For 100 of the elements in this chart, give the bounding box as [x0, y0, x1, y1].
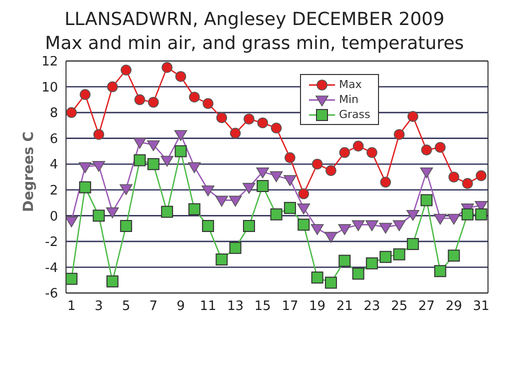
point: [120, 220, 132, 232]
y-tick-label: 4: [50, 158, 58, 173]
y-tick-label: -6: [45, 286, 58, 302]
point: [352, 268, 364, 280]
point: [448, 250, 460, 262]
x-tick-label: 19: [309, 299, 326, 314]
point: [175, 71, 186, 82]
point: [284, 152, 296, 164]
y-axis-title: Degrees C: [20, 131, 37, 212]
point: [406, 238, 419, 250]
point: [134, 94, 146, 106]
point: [162, 62, 172, 73]
x-tick-label: 17: [282, 299, 298, 314]
point: [284, 175, 296, 186]
point: [257, 117, 268, 128]
point: [475, 208, 488, 220]
point: [476, 170, 487, 182]
point: [230, 128, 241, 139]
point: [311, 272, 324, 284]
point: [106, 275, 118, 288]
point: [120, 184, 132, 195]
point: [380, 250, 392, 263]
x-tick-label: 1: [67, 299, 76, 314]
point: [434, 265, 446, 278]
x-tick-label: 29: [446, 299, 462, 314]
x-tick-label: 15: [254, 299, 271, 314]
point: [202, 185, 214, 196]
point: [216, 112, 228, 124]
x-tick-label: 3: [94, 299, 103, 314]
chart-title: LLANSADWRN, Anglesey DECEMBER 2009: [64, 8, 446, 32]
point: [298, 218, 310, 231]
point: [462, 208, 474, 220]
point: [92, 161, 106, 172]
point: [407, 111, 418, 122]
point: [324, 276, 337, 289]
point: [174, 145, 187, 158]
point: [80, 89, 91, 100]
y-tick-label: 8: [50, 106, 58, 122]
y-tick-label: -4: [45, 260, 58, 276]
y-tick-label: 6: [50, 132, 58, 147]
point: [270, 171, 283, 182]
point: [147, 158, 160, 170]
point: [242, 182, 256, 194]
point: [406, 210, 420, 221]
x-tick-label: 13: [227, 299, 244, 314]
point: [420, 194, 433, 206]
point: [79, 181, 92, 194]
point: [366, 220, 378, 232]
point: [338, 254, 351, 267]
point: [188, 203, 200, 216]
point: [270, 208, 282, 220]
point: [106, 207, 119, 218]
point: [107, 81, 118, 92]
point: [243, 220, 256, 232]
point: [339, 147, 350, 158]
point: [256, 180, 269, 192]
point: [352, 220, 365, 232]
y-tick-label: -2: [45, 235, 58, 250]
point: [420, 167, 433, 178]
point: [434, 142, 446, 153]
point: [133, 138, 146, 149]
point: [216, 253, 228, 266]
point: [66, 107, 77, 118]
point: [298, 188, 310, 200]
point: [326, 165, 336, 176]
x-tick-label: 31: [472, 299, 490, 314]
point: [352, 140, 364, 152]
point: [379, 222, 392, 234]
point: [366, 257, 378, 270]
x-tick-label: 7: [149, 299, 158, 314]
y-tick-label: 0: [50, 209, 58, 224]
point: [188, 92, 200, 102]
point: [448, 172, 460, 182]
point: [310, 224, 324, 235]
point: [244, 114, 254, 124]
y-tick-label: 10: [41, 80, 58, 96]
point: [66, 216, 78, 228]
x-tick-label: 23: [364, 299, 380, 314]
point: [174, 130, 188, 141]
point: [92, 210, 105, 222]
y-tick-label: 2: [50, 184, 58, 199]
legend-label: Max: [339, 78, 362, 91]
point: [392, 220, 406, 232]
point: [148, 96, 159, 108]
point: [229, 242, 242, 254]
legend-label: Min: [339, 93, 359, 106]
point: [161, 206, 174, 218]
point: [366, 147, 378, 158]
point: [66, 272, 78, 285]
point: [215, 196, 228, 207]
point: [434, 214, 447, 225]
point: [188, 162, 201, 174]
point: [393, 248, 406, 260]
point: [324, 232, 338, 243]
point: [380, 176, 391, 188]
legend-label: Grass: [339, 108, 370, 121]
point: [134, 154, 146, 166]
point: [228, 196, 242, 207]
point: [202, 98, 214, 109]
point: [394, 129, 405, 140]
